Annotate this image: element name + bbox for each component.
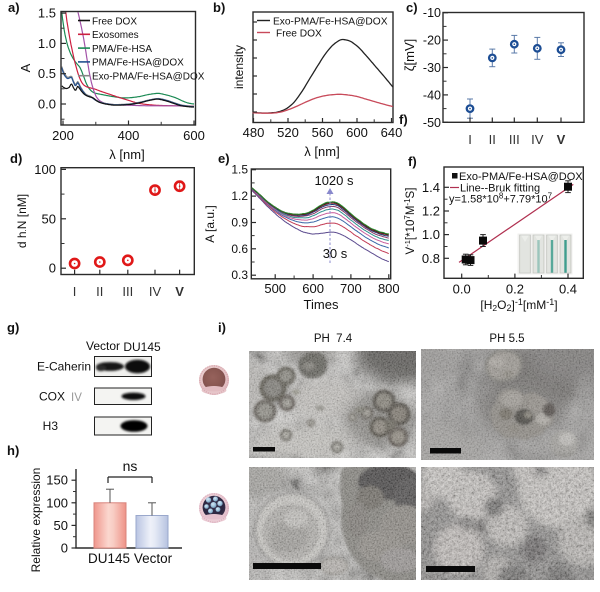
svg-text:λ [nm]: λ [nm] <box>304 144 339 159</box>
svg-text:0.4: 0.4 <box>559 282 577 297</box>
svg-text:1.5: 1.5 <box>231 163 248 177</box>
svg-text:1.0: 1.0 <box>38 36 56 51</box>
svg-text:Exosomes: Exosomes <box>92 30 139 41</box>
svg-text:g): g) <box>7 320 19 335</box>
svg-text:PMA/Fe-HSA: PMA/Fe-HSA <box>92 44 152 55</box>
svg-text:Relative expression: Relative expression <box>29 468 43 573</box>
svg-text:Vector: Vector <box>134 551 173 566</box>
svg-text:Free DOX: Free DOX <box>92 16 137 27</box>
svg-text:intensity: intensity <box>232 45 246 89</box>
svg-text:ζ[mV]: ζ[mV] <box>402 39 417 71</box>
svg-text:DU145: DU145 <box>88 551 130 566</box>
svg-text:-20: -20 <box>423 34 441 48</box>
svg-text:0.3: 0.3 <box>231 268 248 282</box>
svg-text:A: A <box>18 63 33 72</box>
svg-text:d): d) <box>10 151 22 166</box>
svg-text:I: I <box>73 284 77 299</box>
svg-text:30 s: 30 s <box>323 246 348 261</box>
svg-text:f): f) <box>408 154 417 169</box>
svg-text:0.8: 0.8 <box>422 251 440 266</box>
svg-text:0.6: 0.6 <box>231 242 248 256</box>
svg-text:Vector: Vector <box>86 339 120 353</box>
svg-text:700: 700 <box>340 281 362 296</box>
svg-text:600: 600 <box>183 128 205 143</box>
svg-text:COX: COX <box>39 390 65 404</box>
svg-text:0: 0 <box>49 261 56 276</box>
svg-text:b): b) <box>213 0 225 15</box>
svg-text:PH 5.5: PH 5.5 <box>489 333 524 345</box>
svg-text:0.5: 0.5 <box>38 66 56 81</box>
svg-text:V: V <box>557 132 566 147</box>
svg-text:-30: -30 <box>423 61 441 75</box>
svg-text:-10: -10 <box>423 6 441 20</box>
svg-text:0: 0 <box>61 541 68 556</box>
svg-text:640: 640 <box>381 125 403 140</box>
svg-text:100: 100 <box>34 162 56 177</box>
svg-text:Exo-PMA/Fe-HSA@DOX: Exo-PMA/Fe-HSA@DOX <box>273 16 388 27</box>
svg-text:1.4: 1.4 <box>422 180 440 195</box>
svg-text:1.2: 1.2 <box>231 189 248 203</box>
svg-text:H3: H3 <box>43 419 59 433</box>
svg-text:480: 480 <box>243 125 265 140</box>
svg-text:Exo-PMA/Fe-HSA@DOX: Exo-PMA/Fe-HSA@DOX <box>459 171 583 183</box>
svg-text:III: III <box>122 284 133 299</box>
svg-text:150: 150 <box>46 473 68 488</box>
svg-text:E-Caherin: E-Caherin <box>37 360 91 374</box>
svg-text:1.5: 1.5 <box>38 6 56 21</box>
svg-text:V: V <box>175 284 184 299</box>
svg-text:d h.N [nM]: d h.N [nM] <box>15 194 29 248</box>
svg-text:II: II <box>96 284 103 299</box>
svg-text:A [a.u.]: A [a.u.] <box>203 205 217 242</box>
svg-text:520: 520 <box>277 125 299 140</box>
svg-text:a): a) <box>8 0 20 15</box>
svg-text:PMA/Fe-HSA@DOX: PMA/Fe-HSA@DOX <box>92 58 184 69</box>
svg-text:1.0: 1.0 <box>422 227 440 242</box>
svg-text:Exo-PMA/Fe-HSA@DOX: Exo-PMA/Fe-HSA@DOX <box>92 72 205 83</box>
svg-text:1.2: 1.2 <box>422 204 440 219</box>
svg-text:I: I <box>468 132 472 147</box>
svg-text:200: 200 <box>52 128 74 143</box>
svg-text:0.0: 0.0 <box>453 282 471 297</box>
svg-text:0.2: 0.2 <box>506 282 524 297</box>
svg-text:IV: IV <box>71 392 82 404</box>
svg-text:III: III <box>509 132 520 147</box>
svg-text:400: 400 <box>118 128 140 143</box>
svg-text:V-1[*107M-1S]: V-1[*107M-1S] <box>403 188 417 255</box>
svg-text:IV: IV <box>149 284 162 299</box>
svg-text:500: 500 <box>264 281 286 296</box>
svg-text:-40: -40 <box>423 88 441 102</box>
svg-text:560: 560 <box>312 125 334 140</box>
svg-text:II: II <box>489 132 496 147</box>
svg-text:h): h) <box>7 443 19 458</box>
svg-text:800: 800 <box>378 281 400 296</box>
svg-text:-50: -50 <box>423 116 441 130</box>
svg-text:c): c) <box>406 0 418 15</box>
svg-text:ns: ns <box>123 458 138 474</box>
svg-text:[H2O2]-1[mM-1]: [H2O2]-1[mM-1] <box>480 297 557 313</box>
svg-text:i): i) <box>218 320 226 335</box>
svg-text:f): f) <box>399 112 408 127</box>
svg-text:DU145: DU145 <box>123 340 161 354</box>
svg-text:1020 s: 1020 s <box>314 173 354 188</box>
svg-text:IV: IV <box>531 132 544 147</box>
svg-text:y=1.58*108+7.79*107: y=1.58*108+7.79*107 <box>449 192 553 206</box>
svg-text:50: 50 <box>42 211 56 226</box>
svg-text:Line--Bruk fitting: Line--Bruk fitting <box>460 183 540 195</box>
svg-text:0.9: 0.9 <box>231 216 248 230</box>
svg-text:PH 7.4: PH 7.4 <box>314 333 353 345</box>
svg-text:600: 600 <box>346 125 368 140</box>
svg-text:λ [nm]: λ [nm] <box>109 147 144 162</box>
svg-text:50: 50 <box>54 518 68 533</box>
svg-text:600: 600 <box>302 281 324 296</box>
svg-text:0.0: 0.0 <box>38 97 56 112</box>
svg-text:e): e) <box>218 151 230 166</box>
svg-text:100: 100 <box>46 495 68 510</box>
svg-text:Times: Times <box>304 297 339 312</box>
svg-text:Free DOX: Free DOX <box>276 28 322 39</box>
